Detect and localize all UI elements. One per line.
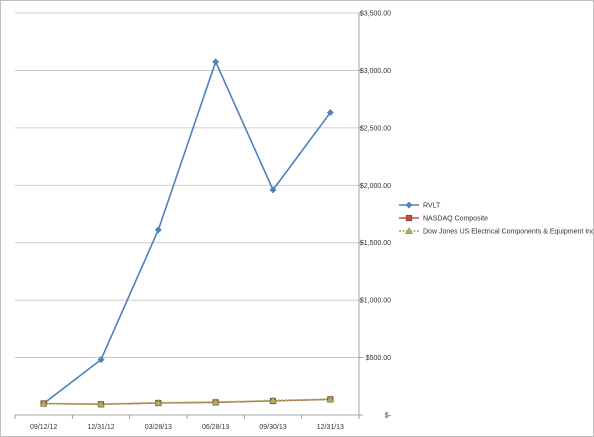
legend-label: Dow Jones US Electrical Components & Equ…: [423, 229, 593, 236]
series-0-point: [326, 109, 334, 117]
x-tick-label: 03/28/13: [145, 424, 172, 431]
y-tick-label: $1,500.00: [360, 240, 391, 247]
legend-marker-1: [405, 214, 413, 222]
series-2-point: [39, 399, 48, 407]
series-line-0: [43, 61, 331, 405]
series-2-point: [269, 396, 277, 404]
x-tick-label: 09/30/13: [259, 424, 286, 431]
y-tick-label: $3,000.00: [360, 68, 391, 75]
y-tick-label: $500.00: [366, 355, 391, 362]
series-0-point: [154, 226, 162, 234]
legend-label: NASDAQ Composite: [423, 216, 488, 223]
series-0-point: [212, 58, 220, 66]
series-2-point: [97, 400, 105, 408]
y-tick-label: $-: [385, 413, 392, 420]
axes: [14, 12, 363, 419]
gridlines: [15, 12, 359, 358]
series-2-point: [154, 398, 163, 406]
series-line-1: [43, 398, 331, 406]
x-tick-label: 09/12/12: [30, 424, 57, 431]
series-line-2: [43, 398, 331, 405]
legend-marker-0: [405, 201, 413, 209]
series-0-point: [269, 186, 277, 194]
series-0-point: [97, 356, 105, 364]
legend-label: RVLT: [423, 203, 441, 210]
series-2-point: [326, 395, 335, 403]
y-tick-labels: $- $500.00 $1,000.00 $1,500.00 $2,000.00 $2,5…: [360, 11, 392, 420]
x-tick-label: 12/31/12: [87, 424, 114, 431]
x-tick-labels: 09/12/12 12/31/12 03/28/13 06/28/13 09/30/13…: [30, 424, 344, 431]
y-tick-label: $2,000.00: [360, 183, 391, 190]
y-tick-label: $2,500.00: [360, 125, 391, 132]
legend-marker-2: [405, 226, 413, 235]
series-group: [39, 58, 335, 408]
y-tick-label: $3,500.00: [360, 11, 391, 18]
x-tick-label: 12/31/13: [317, 424, 344, 431]
x-tick-label: 06/28/13: [202, 424, 229, 431]
series-2-point: [211, 398, 220, 406]
y-tick-label: $1,000.00: [360, 298, 391, 305]
legend: RVLT NASDAQ Composite Dow Jones US Electri…: [399, 201, 593, 236]
